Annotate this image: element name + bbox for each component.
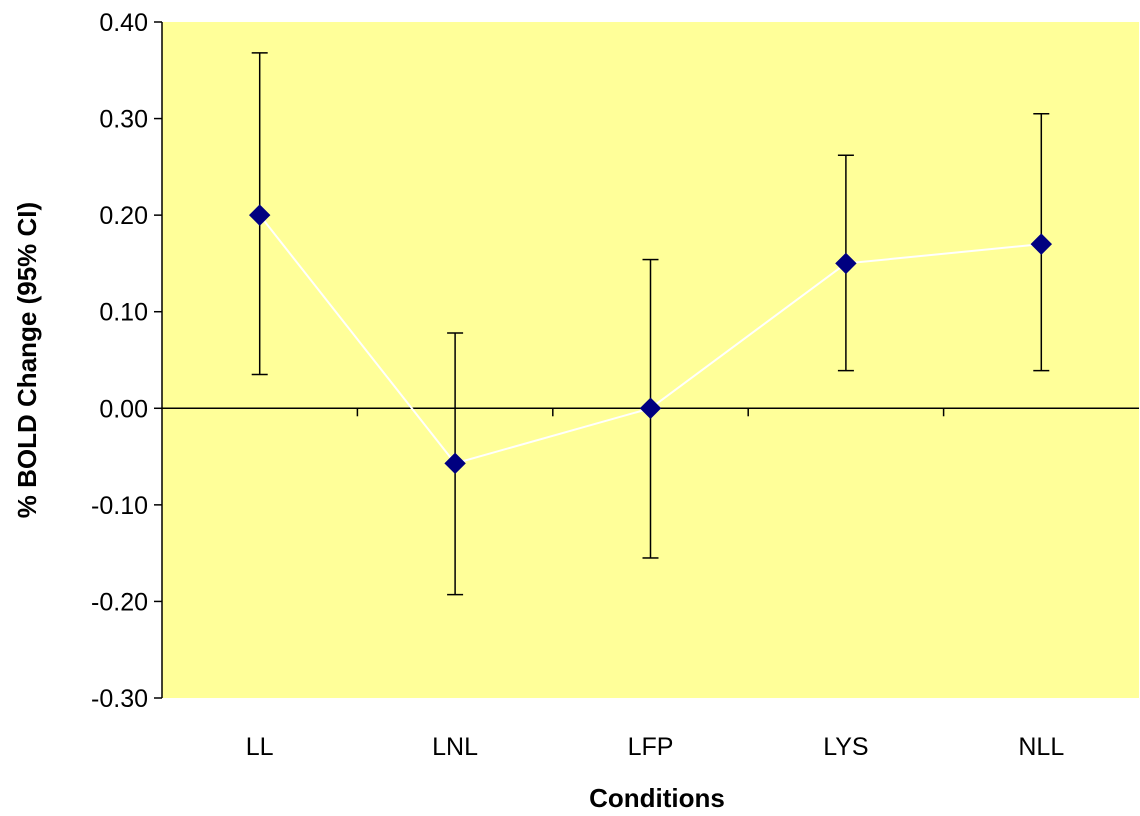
x-tick-label: LYS bbox=[823, 733, 868, 761]
x-tick-label: LFP bbox=[628, 733, 674, 761]
x-tick-label: NLL bbox=[1018, 733, 1064, 761]
y-tick-labels: 0.40 0.30 0.20 0.10 0.00 -0.10 -0.20 -0.30 bbox=[91, 9, 148, 713]
x-tick-labels: LL LNL LFP LYS NLL bbox=[246, 733, 1065, 761]
y-tick-label: 0.10 bbox=[99, 299, 148, 327]
y-tick-label: 0.30 bbox=[99, 106, 148, 134]
x-axis-title: Conditions bbox=[589, 783, 725, 813]
y-tick-label: 0.00 bbox=[99, 395, 148, 423]
x-tick-label: LNL bbox=[432, 733, 478, 761]
y-tick-label: -0.10 bbox=[91, 492, 148, 520]
y-tick-label: 0.20 bbox=[99, 202, 148, 230]
y-tick-label: -0.30 bbox=[91, 685, 148, 713]
x-tick-label: LL bbox=[246, 733, 274, 761]
y-axis-title: % BOLD Change (95% CI) bbox=[12, 202, 42, 518]
y-tick-label: 0.40 bbox=[99, 9, 148, 37]
y-tick-label: -0.20 bbox=[91, 588, 148, 616]
